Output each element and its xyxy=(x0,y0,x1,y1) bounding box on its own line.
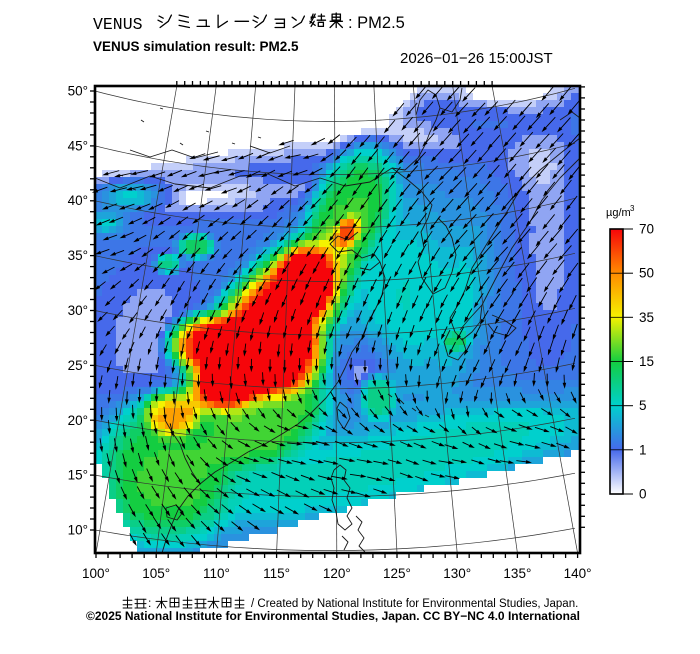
svg-text:120°: 120° xyxy=(323,566,351,581)
svg-text:2026−01−26 15:00JST: 2026−01−26 15:00JST xyxy=(400,50,553,67)
svg-text:15°: 15° xyxy=(68,468,88,483)
svg-text:15: 15 xyxy=(639,354,654,369)
svg-text:VENUS: VENUS xyxy=(93,15,143,34)
svg-text:140°: 140° xyxy=(564,566,592,581)
svg-text:/ Created by National Institut: / Created by National Institute for Envi… xyxy=(251,598,578,610)
svg-text:0: 0 xyxy=(639,487,647,502)
svg-text:110°: 110° xyxy=(203,566,230,581)
svg-text:130°: 130° xyxy=(443,566,471,581)
svg-text:30°: 30° xyxy=(68,303,88,318)
svg-text:115°: 115° xyxy=(263,566,290,581)
svg-text:105°: 105° xyxy=(142,566,170,581)
svg-text:35°: 35° xyxy=(68,248,88,263)
svg-text:70: 70 xyxy=(639,222,654,237)
svg-text:50°: 50° xyxy=(68,84,88,99)
svg-text:µg/m: µg/m xyxy=(606,207,631,219)
svg-text::: : xyxy=(148,596,151,610)
svg-text:35: 35 xyxy=(639,310,654,325)
svg-text:10°: 10° xyxy=(68,523,88,538)
svg-text:©2025 National Institute for E: ©2025 National Institute for Environment… xyxy=(86,609,580,623)
svg-text:135°: 135° xyxy=(503,566,531,581)
svg-text:: PM2.5: : PM2.5 xyxy=(348,14,405,32)
svg-text:3: 3 xyxy=(630,204,635,213)
svg-text:5: 5 xyxy=(639,398,647,413)
svg-text:40°: 40° xyxy=(68,193,88,208)
svg-text:125°: 125° xyxy=(383,566,411,581)
svg-text:20°: 20° xyxy=(68,413,88,428)
svg-text:45°: 45° xyxy=(68,138,88,153)
svg-text:VENUS simulation result: PM2.5: VENUS simulation result: PM2.5 xyxy=(93,39,299,54)
svg-text:50: 50 xyxy=(639,266,654,281)
svg-text:100°: 100° xyxy=(82,566,110,581)
svg-text:1: 1 xyxy=(639,442,647,457)
svg-text:25°: 25° xyxy=(68,358,88,373)
